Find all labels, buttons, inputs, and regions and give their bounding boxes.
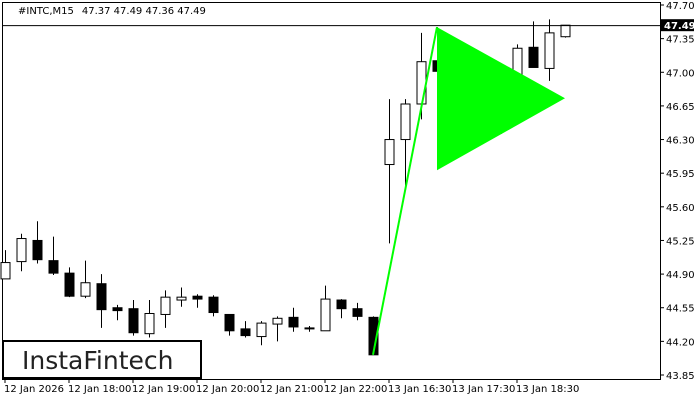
bearish-candle-body [304, 327, 315, 330]
bullish-candle-body [272, 317, 283, 325]
candle [336, 299, 347, 319]
candle [96, 274, 107, 328]
bullish-candle-body [320, 298, 331, 332]
bullish-candle-body [176, 296, 187, 301]
candle [256, 321, 267, 346]
candle [64, 267, 75, 298]
candle [16, 233, 27, 272]
candle [80, 260, 91, 299]
x-tick-label: 13 Jan 17:30 [452, 384, 515, 395]
candle [304, 325, 315, 332]
pennant-triangle [437, 27, 565, 171]
current-price-label: 47.49 [661, 19, 696, 32]
candle [224, 313, 235, 336]
price-label-text: 47.49 [664, 21, 696, 32]
bullish-candle-body [400, 103, 411, 141]
x-axis: 12 Jan 2026 12 Jan 18:00 12 Jan 19:00 12 Ja… [4, 379, 579, 395]
candle [240, 321, 251, 338]
bearish-candle-body [32, 239, 43, 261]
bullish-candle-body [160, 296, 171, 315]
candle [384, 99, 395, 244]
candle [0, 250, 11, 280]
bearish-candle-body [288, 316, 299, 328]
bullish-candle-body [80, 282, 91, 297]
candle [400, 99, 411, 186]
bearish-candle-body [240, 328, 251, 337]
bullish-candle-body [384, 139, 395, 166]
y-tick-label: 43.85 [666, 371, 695, 382]
candle [192, 294, 203, 308]
header-ohlc: 47.37 47.49 47.36 47.49 [82, 6, 206, 17]
candle [112, 304, 123, 321]
x-tick-label: 12 Jan 22:00 [324, 384, 387, 395]
bullish-candle-body [560, 24, 571, 38]
x-tick-label: 12 Jan 19:00 [132, 384, 195, 395]
y-tick-label: 44.55 [666, 304, 695, 315]
y-tick-label: 47.70 [666, 1, 695, 12]
y-tick-label: 45.60 [666, 203, 695, 214]
candle [288, 307, 299, 332]
bullish-candle-body [144, 312, 155, 335]
bullish-candle-body [416, 61, 427, 105]
candle [320, 285, 331, 332]
header-symbol: #INTC,M15 [18, 6, 74, 17]
x-tick-label: 12 Jan 18:00 [68, 384, 131, 395]
candle [48, 236, 59, 276]
y-tick-label: 45.95 [666, 169, 695, 180]
bullish-candle-body [544, 32, 555, 69]
x-tick-label: 12 Jan 20:00 [196, 384, 259, 395]
bullish-candle-body [16, 238, 27, 263]
candle [528, 21, 539, 68]
bearish-candle-body [112, 307, 123, 312]
bearish-candle-body [224, 313, 235, 332]
candle [272, 316, 283, 342]
pennant-pattern [372, 26, 565, 356]
y-tick-label: 47.00 [666, 68, 695, 79]
y-tick-label: 44.90 [666, 270, 695, 281]
candle [144, 300, 155, 338]
candle [352, 302, 363, 321]
bearish-candle-body [352, 308, 363, 317]
x-tick-label: 13 Jan 16:30 [388, 384, 451, 395]
candle [560, 24, 571, 38]
price-label-box [661, 19, 694, 32]
bearish-candle-body [128, 308, 139, 334]
candle [544, 19, 555, 81]
logo-box [2, 340, 202, 379]
y-tick-label: 46.30 [666, 136, 695, 147]
y-tick-label: 45.25 [666, 236, 695, 247]
candle [32, 221, 43, 264]
bearish-candle-body [48, 260, 59, 274]
candle [160, 290, 171, 328]
candle [176, 287, 187, 307]
x-tick-label: 13 Jan 18:30 [516, 384, 579, 395]
bearish-candle-body [96, 283, 107, 311]
logo-text: InstaFintech [22, 346, 174, 375]
x-tick-label: 12 Jan 2026 [4, 384, 64, 395]
y-axis: 47.70 47.35 47.00 46.65 46.30 45.95 45.60 45.25… [660, 1, 695, 382]
bullish-candle-body [0, 262, 11, 280]
bearish-candle-body [64, 272, 75, 297]
y-tick-label: 44.20 [666, 337, 695, 348]
bearish-candle-body [208, 296, 219, 314]
bearish-candle-body [336, 299, 347, 310]
bullish-candle-body [256, 322, 267, 338]
y-tick-label: 46.65 [666, 102, 695, 113]
candle [208, 295, 219, 317]
y-tick-label: 47.35 [666, 35, 695, 46]
bearish-candle-body [192, 295, 203, 300]
chart-header: #INTC,M15 47.37 47.49 47.36 47.49 [18, 6, 206, 17]
x-tick-label: 12 Jan 21:00 [260, 384, 323, 395]
candle [128, 300, 139, 336]
logo: InstaFintech [2, 340, 202, 379]
bearish-candle-body [528, 46, 539, 68]
flagpole-line [372, 26, 438, 356]
